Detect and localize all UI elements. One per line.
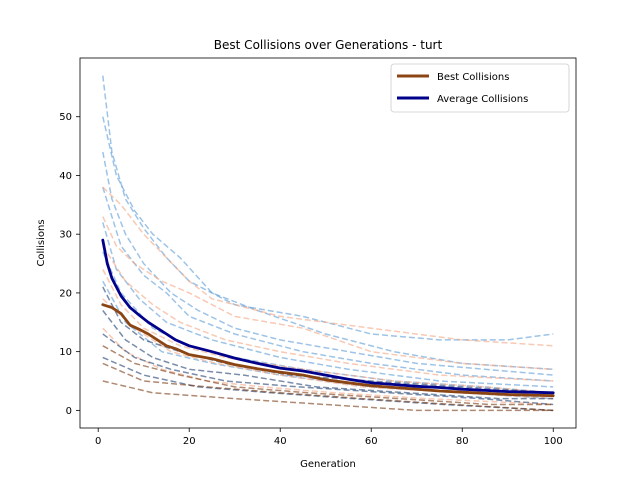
x-axis: 0 20 40 60 80 100 [95,428,563,447]
y-tick-label: 10 [59,347,72,358]
series-line-best [101,303,555,398]
run-line-17 [102,345,554,406]
series-line-average [101,238,555,395]
y-tick-label: 50 [59,112,72,123]
legend-label-average: Average Collisions [437,94,528,105]
run-line-0 [102,75,554,341]
run-line-7 [102,186,554,347]
legend-box [390,63,570,113]
x-tick-label: 20 [183,436,196,447]
legend-label-best: Best Collisions [437,72,509,83]
run-line-10 [102,269,554,394]
x-tick-label: 60 [365,436,378,447]
run-line-3 [102,186,554,382]
y-axis: 0 10 20 30 40 50 [59,112,80,417]
run-line-12 [102,327,554,406]
y-axis-label: Collisions [36,219,47,266]
run-line-15 [102,333,554,406]
run-line-8 [102,216,554,371]
plot-frame [79,57,577,429]
x-tick-label: 100 [544,436,563,447]
plot-area [79,57,577,429]
x-tick-label: 0 [95,436,101,447]
y-tick-label: 20 [59,288,72,299]
run-line-2 [102,151,554,376]
run-line-4 [102,222,554,388]
run-line-19 [102,380,554,412]
chart-title: Best Collisions over Generations - turt [214,38,443,52]
runs-layer [102,75,554,412]
series-layer [101,238,555,398]
run-line-9 [102,245,554,382]
run-line-14 [102,310,554,400]
y-tick-label: 40 [59,171,72,182]
legend: Best Collisions Average Collisions [390,63,570,113]
x-tick-label: 40 [274,436,287,447]
run-line-18 [102,362,554,412]
y-tick-label: 30 [59,230,72,241]
x-axis-label: Generation [300,459,356,470]
run-line-1 [102,116,554,371]
x-tick-label: 80 [456,436,469,447]
y-tick-label: 0 [66,406,72,417]
